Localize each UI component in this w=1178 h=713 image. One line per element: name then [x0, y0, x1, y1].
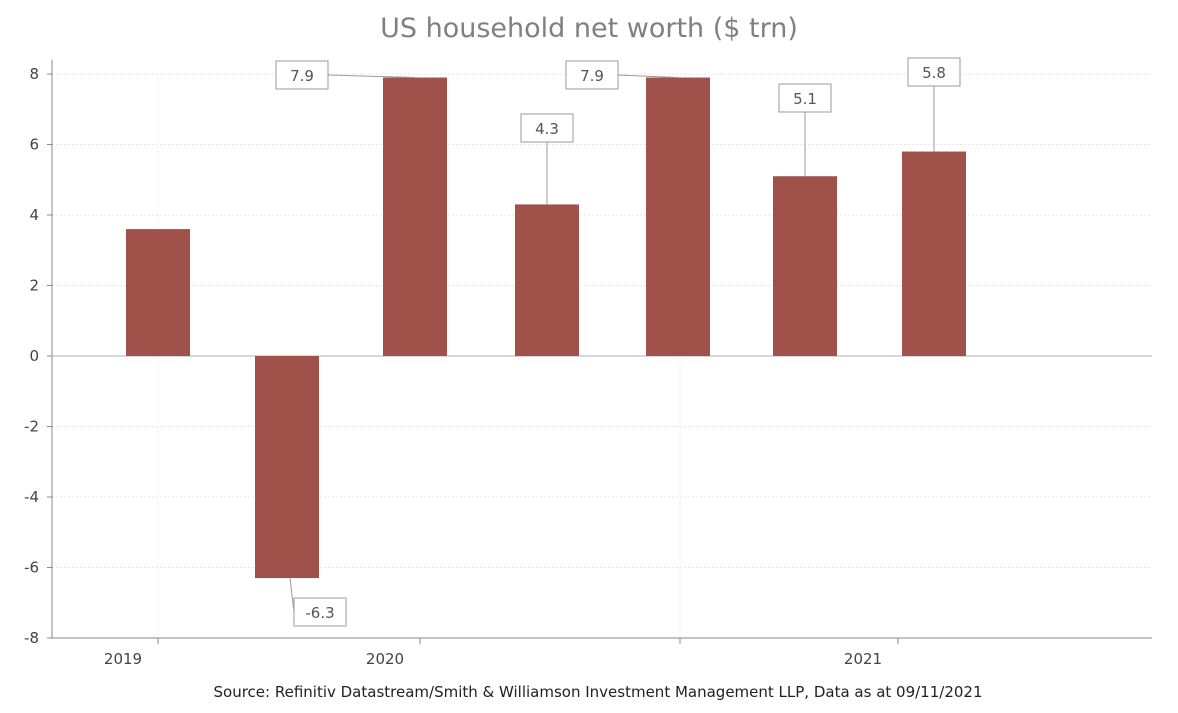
grid: [52, 73, 1152, 639]
data-label-box: [907, 57, 961, 87]
y-tick-label: 0: [29, 347, 39, 365]
axes: -8 -6 -4 -2 0 2 4 6 8 2019 2020 2021: [24, 60, 1152, 668]
data-label: 5.1: [793, 90, 817, 108]
data-label: 4.3: [535, 120, 559, 138]
data-label: -6.3: [305, 604, 334, 622]
y-tick-label: -2: [24, 418, 39, 436]
source-note: Source: Refinitiv Datastream/Smith & Wil…: [214, 683, 983, 701]
y-tick-label: 8: [29, 65, 39, 83]
x-tick-label: 2020: [366, 650, 404, 668]
chart-title: US household net worth ($ trn): [380, 13, 798, 44]
data-label: 7.9: [290, 67, 314, 85]
bar: [646, 77, 710, 357]
bars: [126, 77, 966, 579]
data-label-box: [275, 60, 329, 90]
data-label-leader: [327, 74, 416, 79]
bar: [126, 229, 190, 356]
data-label: 5.8: [922, 64, 946, 82]
data-label-box: [565, 60, 619, 90]
data-label-leader: [617, 74, 679, 79]
bar: [255, 356, 319, 579]
data-label-box: [778, 83, 832, 113]
y-tick-label: 4: [29, 206, 39, 224]
bar: [773, 176, 837, 356]
y-tick-label: -6: [24, 559, 39, 577]
y-tick-label: -8: [24, 629, 39, 647]
bar: [902, 151, 966, 356]
x-tick-label: 2021: [844, 650, 882, 668]
data-label-box: [293, 597, 347, 627]
data-label: 7.9: [580, 67, 604, 85]
y-tick-label: -4: [24, 488, 39, 506]
y-tick-label: 6: [29, 136, 39, 154]
data-label-box: [520, 113, 574, 143]
x-tick-label: 2019: [104, 650, 142, 668]
bar: [383, 77, 447, 357]
y-tick-label: 2: [29, 277, 39, 295]
data-labels: -6.3 7.9 4.3 7.9 5.1 5.8: [275, 57, 961, 627]
data-label-leader: [289, 578, 295, 613]
bar: [515, 204, 579, 356]
